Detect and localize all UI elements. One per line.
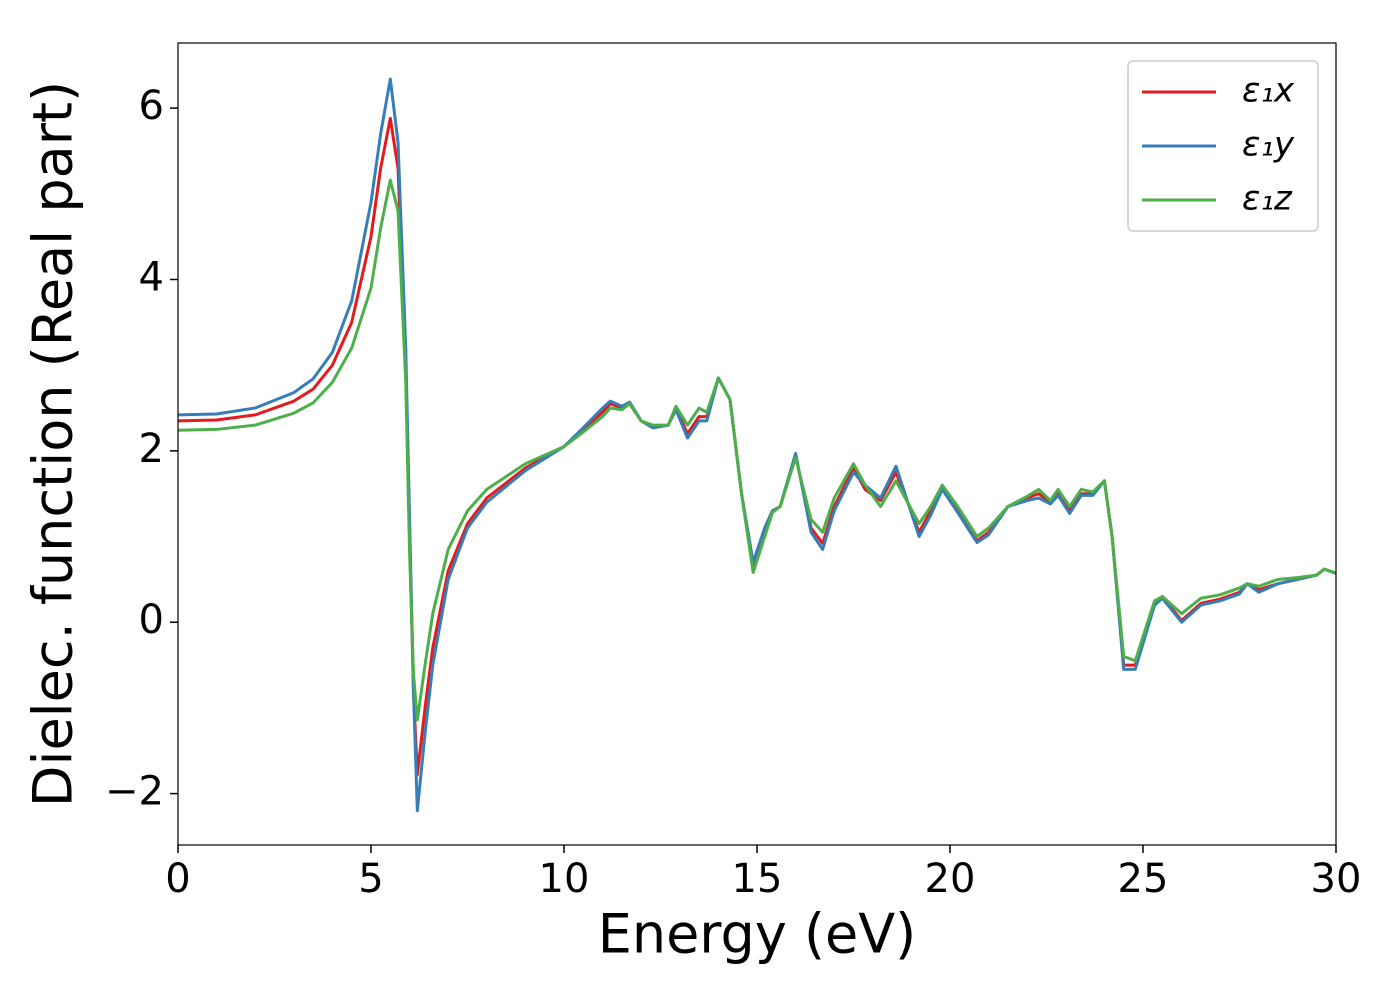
x-tick-label: 5	[358, 856, 383, 902]
y-tick-label: 6	[139, 83, 164, 129]
legend-box	[1127, 60, 1319, 232]
x-tick-label: 10	[539, 856, 590, 902]
x-tick-label: 0	[165, 856, 190, 902]
y-axis-label: Dielec. function (Real part)	[22, 81, 85, 807]
y-tick-label: −2	[105, 769, 164, 815]
legend-label: ε₁y	[1242, 125, 1295, 165]
y-tick-label: 4	[139, 254, 164, 300]
y-tick-label: 0	[139, 597, 164, 643]
x-tick-label: 20	[925, 856, 976, 902]
x-axis-label: Energy (eV)	[598, 903, 917, 966]
legend-label: ε₁x	[1242, 71, 1295, 111]
x-tick-label: 30	[1311, 856, 1362, 902]
legend-label: ε₁z	[1242, 179, 1293, 219]
y-tick-label: 2	[139, 426, 164, 472]
x-tick-label: 15	[732, 856, 783, 902]
x-tick-label: 25	[1118, 856, 1169, 902]
series-line	[178, 178, 1336, 722]
plot-frame	[177, 42, 1337, 846]
